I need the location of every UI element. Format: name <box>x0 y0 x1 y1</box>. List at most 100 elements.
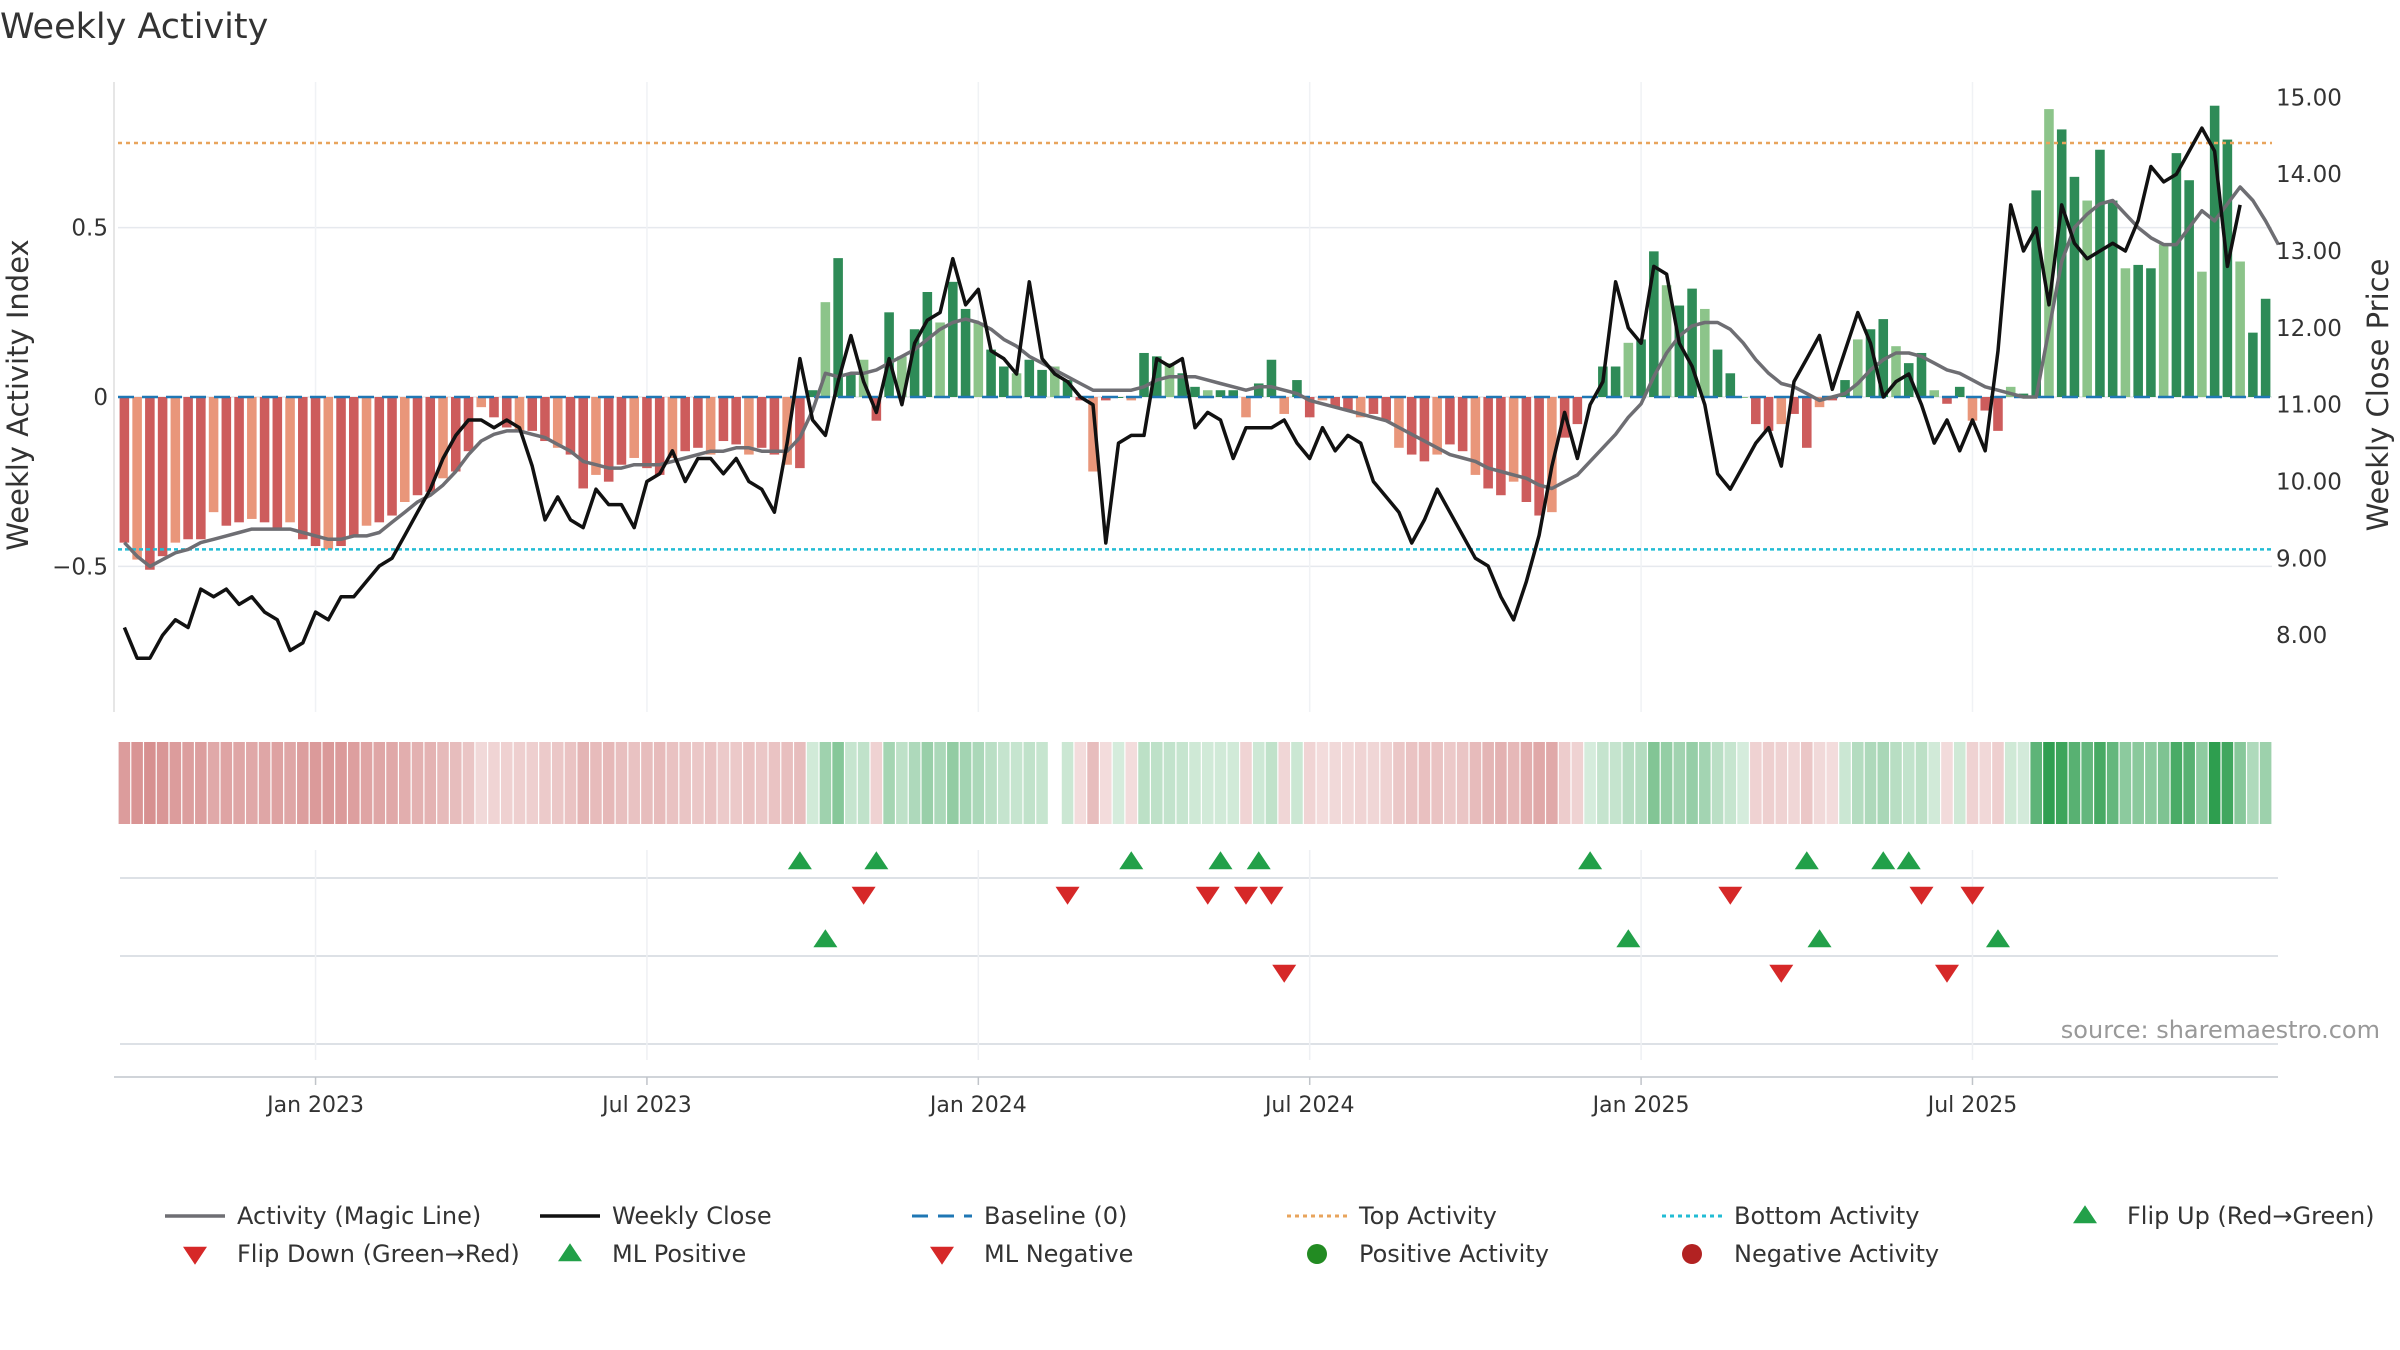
activity-bar-60 <box>884 312 894 397</box>
ribbon-cell-60 <box>883 742 895 824</box>
ribbon-cell-72 <box>1036 742 1048 824</box>
ribbon-cell-136 <box>1851 742 1864 824</box>
ribbon-cell-82 <box>1163 742 1176 824</box>
ribbon-cell-54 <box>806 742 819 824</box>
y2-tick-label-6: 9.00 <box>2276 546 2327 572</box>
activity-bar-89 <box>1253 383 1264 397</box>
ribbon-cell-121 <box>1660 742 1673 824</box>
ribbon-cell-144 <box>1953 742 1966 824</box>
activity-bar-23 <box>412 397 423 496</box>
ribbon-cell-68 <box>985 742 997 824</box>
legend-item-1: Weekly Close <box>540 1202 772 1230</box>
ribbon-cell-151 <box>2043 742 2055 824</box>
activity-bar-158 <box>2133 264 2143 397</box>
ribbon-cell-135 <box>1839 742 1851 824</box>
x-tick-label-1: Jul 2023 <box>600 1093 692 1118</box>
y2-tick-label-0: 15.00 <box>2276 85 2342 111</box>
activity-bar-81 <box>1151 356 1162 397</box>
activity-bar-93 <box>1304 397 1315 418</box>
activity-bar-37 <box>591 397 601 475</box>
activity-bar-120 <box>1649 251 1659 397</box>
ribbon-cell-158 <box>2132 742 2144 824</box>
activity-bar-40 <box>629 397 639 458</box>
activity-bar-52 <box>782 397 792 465</box>
x-axis: Jan 2023 Jul 2023 Jan 2024 Jul 2024 Jan 2025… <box>114 1076 2278 1118</box>
ribbon-cell-131 <box>1788 742 1800 824</box>
activity-bar-72 <box>1037 369 1047 397</box>
activity-bar-46 <box>705 397 716 455</box>
activity-bar-129 <box>1763 397 1774 431</box>
activity-bar-142 <box>1929 390 1940 397</box>
activity-bar-56 <box>833 258 843 397</box>
ribbon-cell-104 <box>1444 742 1456 824</box>
activity-bar-121 <box>1661 285 1672 397</box>
activity-bar-39 <box>616 397 627 465</box>
ribbon-cell-111 <box>1533 742 1545 824</box>
legend-label-0: Activity (Magic Line) <box>237 1202 481 1230</box>
legend-label-10: Negative Activity <box>1734 1240 1939 1268</box>
ribbon-cell-167 <box>2247 742 2259 824</box>
ribbon-cell-61 <box>896 742 908 824</box>
activity-bar-29 <box>489 397 499 418</box>
ribbon-cell-56 <box>832 742 844 824</box>
activity-bar-94 <box>1317 397 1328 401</box>
activity-bar-132 <box>1802 397 1812 448</box>
ribbon-cell-122 <box>1673 742 1686 824</box>
ribbon-cell-98 <box>1367 742 1380 824</box>
activity-bar-136 <box>1852 339 1863 397</box>
activity-bar-141 <box>1916 352 1927 397</box>
activity-bar-118 <box>1623 342 1634 397</box>
ribbon-cell-160 <box>2157 742 2170 824</box>
y2-tick-label-2: 13.00 <box>2276 239 2342 265</box>
activity-bar-92 <box>1292 380 1302 397</box>
activity-bar-167 <box>2248 332 2258 397</box>
ribbon-cell-64 <box>934 742 946 824</box>
x-tick-label-5: Jul 2025 <box>1926 1093 2018 1118</box>
activity-bar-11 <box>259 397 270 523</box>
ribbon-cell-21 <box>386 742 398 824</box>
ribbon-cell-7 <box>207 742 220 824</box>
ribbon-cell-146 <box>1979 742 1991 824</box>
ribbon-cell-32 <box>526 742 539 824</box>
activity-bar-105 <box>1457 397 1468 452</box>
ribbon-cell-92 <box>1291 742 1303 824</box>
activity-bar-22 <box>399 397 410 502</box>
ribbon-cell-156 <box>2106 742 2119 824</box>
activity-bar-31 <box>514 397 525 431</box>
series-lines <box>122 126 2280 660</box>
ribbon-cell-76 <box>1087 742 1099 824</box>
activity-bar-49 <box>744 397 754 455</box>
activity-bar-145 <box>1967 397 1978 421</box>
ribbon-cell-49 <box>743 742 755 824</box>
ribbon-cell-109 <box>1507 742 1520 824</box>
ribbon-cell-99 <box>1380 742 1392 824</box>
activity-bar-102 <box>1419 397 1430 462</box>
ribbon-cell-78 <box>1112 742 1125 824</box>
ribbon-cell-13 <box>284 742 296 824</box>
legend-item-7: ML Positive <box>558 1240 746 1268</box>
activity-ribbon <box>118 742 2272 824</box>
flip-down-marker-1-58 <box>851 886 876 905</box>
activity-bar-13 <box>285 397 295 523</box>
legend-label-2: Baseline (0) <box>984 1202 1127 1230</box>
ribbon-cell-6 <box>195 742 207 824</box>
ribbon-cell-0 <box>118 742 131 824</box>
activity-bar-85 <box>1202 390 1213 397</box>
ribbon-cell-44 <box>679 742 691 824</box>
ribbon-cell-18 <box>348 742 360 824</box>
activity-bar-78 <box>1113 397 1124 398</box>
ribbon-cell-100 <box>1393 742 1405 824</box>
activity-bar-71 <box>1024 359 1035 397</box>
ribbon-cell-51 <box>768 742 781 824</box>
axes: 0.5 0 −0.5 15.00 14.00 13.00 12.00 11.00 10.00 9.… <box>52 82 2342 712</box>
ribbon-cell-19 <box>360 742 373 824</box>
activity-bar-112 <box>1547 397 1557 513</box>
ribbon-cell-162 <box>2183 742 2195 824</box>
ribbon-cell-117 <box>1609 742 1622 824</box>
flip-down-marker-3-91 <box>1272 964 1297 983</box>
ribbon-cell-79 <box>1125 742 1138 824</box>
activity-bar-130 <box>1776 397 1787 425</box>
activity-bar-108 <box>1496 397 1506 496</box>
ribbon-cell-38 <box>602 742 615 824</box>
ribbon-cell-147 <box>1992 742 2004 824</box>
